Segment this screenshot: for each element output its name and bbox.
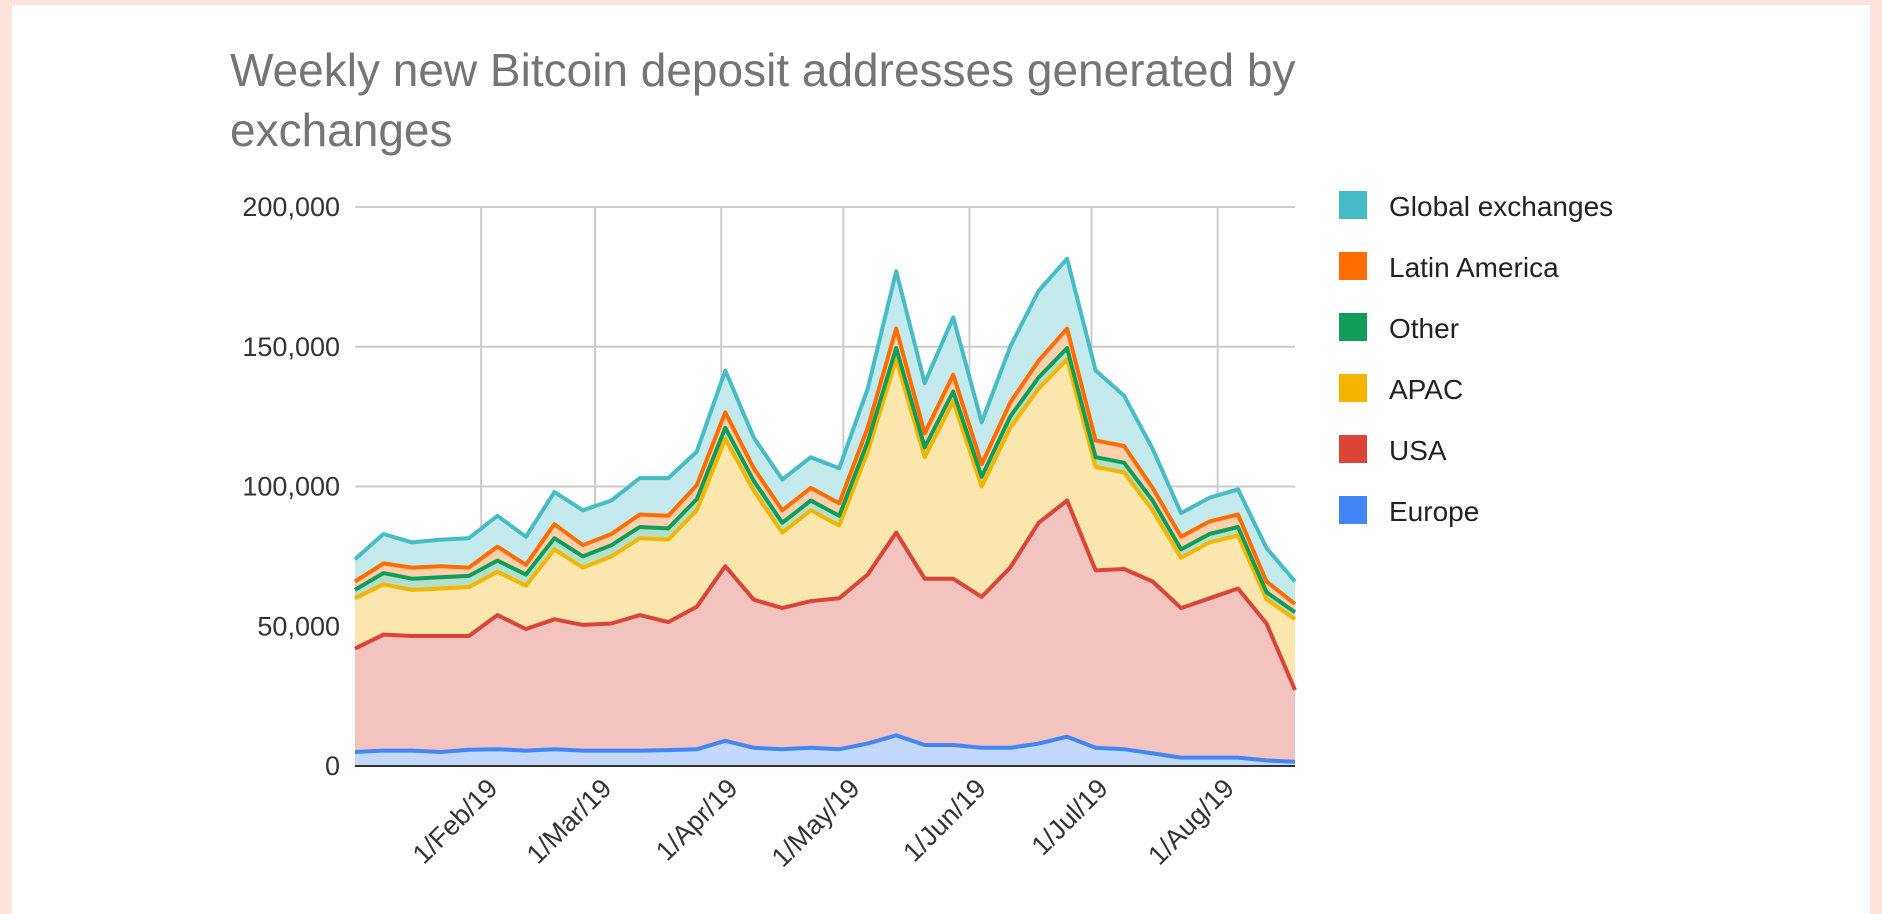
y-tick-labels: 0 50,000 100,000 150,000 200,000 bbox=[242, 192, 340, 781]
legend-swatch-other bbox=[1339, 313, 1367, 341]
x-tick-labels: 1/Feb/19 1/Mar/19 1/Apr/19 1/May/19 1/Jun/19… bbox=[407, 773, 1240, 873]
x-tick-label: 1/Jul/19 bbox=[1026, 773, 1114, 861]
line-apac bbox=[354, 357, 1297, 621]
line-usa bbox=[354, 498, 1297, 691]
x-tick-label: 1/Feb/19 bbox=[407, 773, 504, 870]
legend-swatch-global-exchanges bbox=[1339, 191, 1367, 219]
line-europe bbox=[354, 733, 1296, 764]
legend-swatch-usa bbox=[1339, 435, 1367, 463]
legend-label: Other bbox=[1389, 313, 1459, 344]
area-europe bbox=[355, 735, 1295, 766]
legend-label: Europe bbox=[1389, 496, 1479, 527]
chart-title: Weekly new Bitcoin deposit addresses gen… bbox=[230, 44, 1296, 156]
y-tick-label: 100,000 bbox=[242, 472, 340, 502]
legend-label: USA bbox=[1389, 435, 1447, 466]
legend-label: Global exchanges bbox=[1389, 191, 1613, 222]
y-tick-label: 150,000 bbox=[242, 332, 340, 362]
y-tick-label: 50,000 bbox=[257, 611, 340, 641]
legend-swatch-europe bbox=[1339, 496, 1367, 524]
legend: Global exchanges Latin America Other APAC US… bbox=[1339, 191, 1613, 527]
legend-label: Latin America bbox=[1389, 252, 1559, 283]
x-tick-label: 1/Aug/19 bbox=[1142, 773, 1240, 871]
y-tick-label: 0 bbox=[325, 751, 340, 781]
x-tick-label: 1/Apr/19 bbox=[650, 773, 743, 866]
legend-swatch-apac bbox=[1339, 374, 1367, 402]
legend-label: APAC bbox=[1389, 374, 1463, 405]
area-global-exchanges bbox=[355, 258, 1295, 604]
line-other bbox=[353, 346, 1297, 614]
line-latin-america bbox=[353, 326, 1297, 606]
area-usa bbox=[355, 500, 1295, 762]
series-lines bbox=[353, 256, 1297, 764]
x-tick-label: 1/Jun/19 bbox=[897, 773, 991, 867]
y-tick-label: 200,000 bbox=[242, 192, 340, 222]
series-areas bbox=[355, 258, 1295, 766]
x-tick-label: 1/Mar/19 bbox=[521, 773, 618, 870]
area-apac bbox=[355, 359, 1295, 690]
legend-swatch-latin-america bbox=[1339, 252, 1367, 280]
line-global-exchanges bbox=[353, 256, 1297, 583]
x-tick-label: 1/May/19 bbox=[766, 773, 866, 873]
